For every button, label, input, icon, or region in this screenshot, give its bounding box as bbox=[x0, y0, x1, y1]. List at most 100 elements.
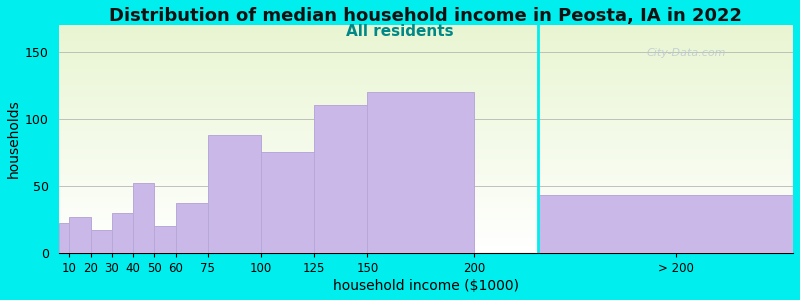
Bar bbox=[58, 243, 793, 244]
Bar bbox=[58, 227, 793, 228]
Bar bbox=[58, 229, 793, 230]
Bar bbox=[58, 252, 793, 253]
Bar bbox=[58, 146, 793, 147]
Bar bbox=[58, 69, 793, 70]
Bar bbox=[58, 86, 793, 88]
Bar bbox=[58, 219, 793, 220]
Bar bbox=[58, 202, 793, 203]
Bar bbox=[58, 169, 793, 170]
Bar bbox=[58, 59, 793, 60]
Bar bbox=[58, 247, 793, 248]
Bar bbox=[58, 121, 793, 122]
Bar bbox=[58, 187, 793, 188]
Bar bbox=[58, 248, 793, 249]
Bar bbox=[112, 213, 134, 253]
Bar bbox=[58, 158, 793, 159]
Bar bbox=[58, 195, 793, 196]
Bar bbox=[58, 174, 793, 175]
Bar bbox=[58, 117, 793, 119]
Bar bbox=[58, 145, 793, 146]
Bar bbox=[58, 114, 793, 115]
Bar bbox=[58, 240, 793, 242]
Bar bbox=[58, 197, 793, 198]
Bar bbox=[58, 118, 793, 119]
Bar bbox=[58, 224, 793, 226]
Bar bbox=[58, 60, 793, 62]
Bar bbox=[58, 109, 793, 110]
Bar bbox=[134, 183, 154, 253]
Bar bbox=[58, 216, 793, 217]
Bar bbox=[58, 124, 793, 125]
Bar bbox=[58, 184, 793, 186]
Bar bbox=[58, 66, 793, 67]
Bar bbox=[58, 52, 793, 53]
Bar bbox=[58, 41, 793, 42]
Bar bbox=[58, 38, 793, 39]
Bar bbox=[58, 179, 793, 180]
Bar bbox=[58, 154, 793, 155]
Bar bbox=[58, 136, 793, 138]
Bar bbox=[58, 238, 793, 239]
Bar bbox=[58, 166, 793, 167]
Bar bbox=[58, 28, 793, 29]
Bar bbox=[58, 176, 793, 178]
Bar bbox=[58, 245, 793, 246]
Bar bbox=[58, 129, 793, 130]
Bar bbox=[58, 113, 793, 114]
Bar bbox=[58, 237, 793, 238]
Bar bbox=[58, 126, 793, 128]
Bar bbox=[58, 208, 793, 210]
Bar bbox=[58, 132, 793, 133]
Bar bbox=[58, 134, 793, 136]
Bar bbox=[58, 44, 793, 46]
Bar bbox=[58, 147, 793, 148]
Bar bbox=[58, 105, 793, 106]
Bar bbox=[58, 193, 793, 194]
Bar bbox=[58, 68, 793, 69]
Bar bbox=[58, 242, 793, 243]
Bar bbox=[58, 224, 80, 253]
Bar bbox=[58, 43, 793, 44]
Bar bbox=[58, 72, 793, 73]
Bar bbox=[58, 181, 793, 182]
Bar bbox=[58, 212, 793, 213]
Bar bbox=[58, 191, 793, 193]
Bar bbox=[58, 46, 793, 48]
Bar bbox=[58, 232, 793, 233]
Bar bbox=[58, 85, 793, 86]
Bar bbox=[58, 194, 793, 195]
Bar bbox=[58, 163, 793, 164]
Bar bbox=[58, 170, 793, 171]
Bar bbox=[58, 222, 793, 223]
Bar bbox=[58, 221, 793, 222]
Bar bbox=[58, 142, 793, 143]
Bar bbox=[58, 226, 793, 227]
Bar bbox=[58, 51, 793, 52]
Bar bbox=[58, 74, 793, 75]
Bar bbox=[58, 148, 793, 149]
Bar bbox=[58, 122, 793, 123]
Bar bbox=[58, 150, 793, 152]
Bar bbox=[58, 61, 793, 63]
Y-axis label: households: households bbox=[7, 100, 21, 178]
Bar bbox=[58, 107, 793, 108]
Bar bbox=[58, 53, 793, 55]
Bar bbox=[58, 26, 793, 27]
Bar bbox=[261, 152, 314, 253]
Bar bbox=[58, 90, 793, 91]
Bar bbox=[58, 244, 793, 245]
Bar bbox=[58, 65, 793, 66]
Bar bbox=[58, 138, 793, 139]
Bar bbox=[58, 190, 793, 191]
Bar bbox=[58, 73, 793, 74]
Bar bbox=[58, 35, 793, 36]
Bar bbox=[154, 226, 176, 253]
Bar bbox=[58, 128, 793, 129]
Bar bbox=[58, 116, 793, 117]
Bar bbox=[58, 29, 793, 31]
Bar bbox=[58, 152, 793, 153]
Bar bbox=[58, 123, 793, 124]
Title: Distribution of median household income in Peosta, IA in 2022: Distribution of median household income … bbox=[110, 7, 742, 25]
Bar bbox=[208, 135, 261, 253]
Bar bbox=[538, 195, 793, 253]
